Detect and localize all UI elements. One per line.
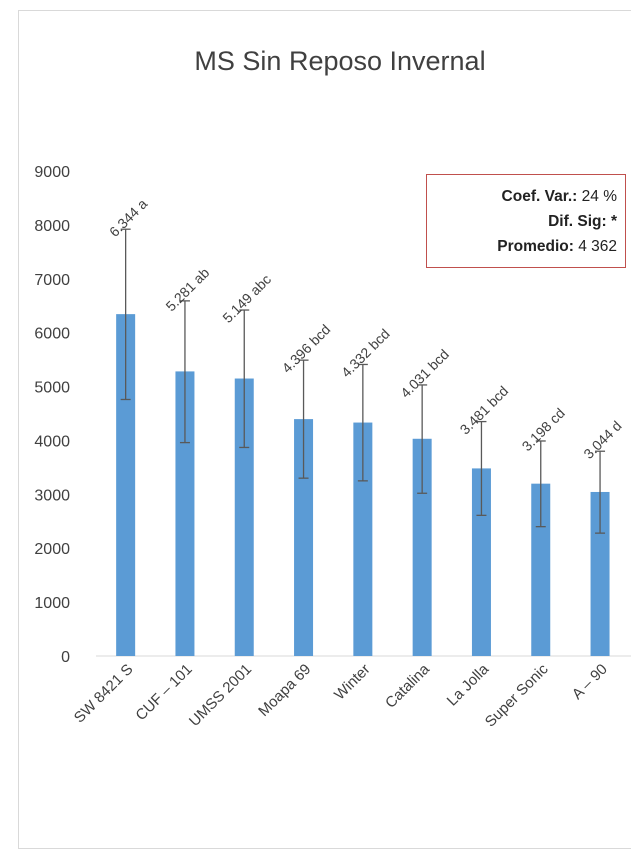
y-tick-label: 3000 (34, 487, 70, 504)
promedio-label: Promedio: (497, 238, 574, 255)
y-tick-label: 6000 (34, 326, 70, 343)
x-tick-label: SW 8421 S (71, 661, 137, 727)
x-tick-label: Winter (331, 661, 374, 704)
data-label: 6.344 a (106, 195, 150, 239)
y-axis-ticks: 0 1000 2000 3000 4000 5000 6000 7000 8000 9000 (34, 164, 70, 666)
promedio-line: Promedio: 4 362 (427, 234, 617, 259)
data-label: 4.031 bcd (397, 346, 452, 401)
y-tick-label: 8000 (34, 218, 70, 235)
coef-var-label: Coef. Var.: (501, 188, 578, 205)
data-label: 4.396 bcd (279, 321, 334, 376)
stats-box: Coef. Var.: 24 % Dif. Sig: * Promedio: 4… (426, 174, 626, 268)
dif-sig-label: Dif. Sig: * (548, 213, 617, 230)
coef-var-line: Coef. Var.: 24 % (427, 184, 617, 209)
data-label: 4.332 bcd (338, 326, 393, 381)
data-label: 5.281 ab (162, 264, 212, 314)
coef-var-value: 24 % (581, 188, 617, 205)
y-tick-label: 2000 (34, 541, 70, 558)
y-tick-label: 5000 (34, 380, 70, 397)
data-label: 3.481 bcd (457, 383, 512, 438)
data-label: 5.149 abc (219, 271, 274, 326)
y-tick-label: 9000 (34, 164, 70, 181)
y-tick-label: 0 (61, 649, 70, 666)
data-label: 3.198 cd (519, 405, 568, 454)
x-tick-label: A – 90 (569, 661, 611, 703)
x-tick-label: UMSS 2001 (186, 661, 255, 730)
y-tick-label: 7000 (34, 272, 70, 289)
chart-title: MS Sin Reposo Invernal (194, 46, 485, 76)
error-bars-group (120, 228, 606, 534)
x-tick-label: Moapa 69 (255, 661, 314, 720)
x-tick-label: Super Sonic (482, 660, 552, 730)
x-tick-label: La Jolla (444, 660, 493, 709)
promedio-value: 4 362 (578, 238, 617, 255)
y-tick-label: 4000 (34, 433, 70, 450)
x-tick-label: CUF – 101 (132, 661, 195, 724)
x-tick-label: Catalina (382, 660, 433, 711)
data-label: 3.044 d (580, 418, 624, 462)
dif-sig-line: Dif. Sig: * (427, 209, 617, 234)
y-tick-label: 1000 (34, 595, 70, 612)
